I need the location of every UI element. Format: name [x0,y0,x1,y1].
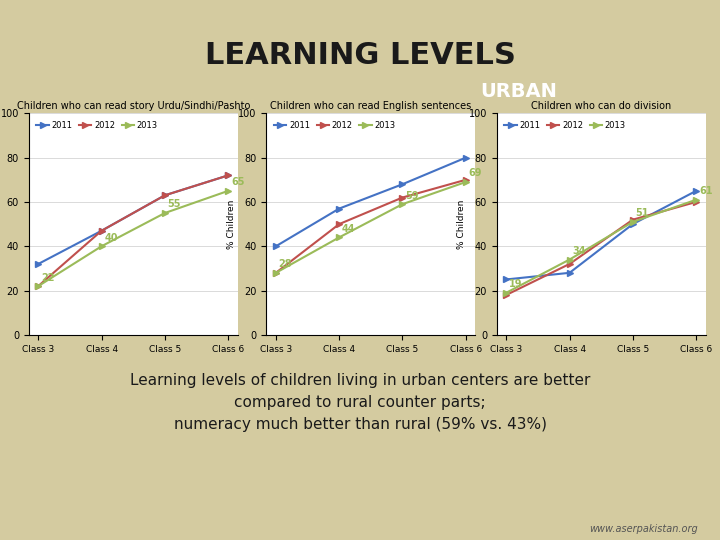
Text: 22: 22 [41,273,55,282]
Text: 44: 44 [342,224,356,234]
Text: LEARNING LEVELS: LEARNING LEVELS [204,40,516,70]
Y-axis label: % Children: % Children [457,199,466,249]
Legend: 2011, 2012, 2013: 2011, 2012, 2013 [501,118,629,133]
Text: 51: 51 [636,208,649,218]
Text: 55: 55 [168,199,181,210]
Legend: 2011, 2012, 2013: 2011, 2012, 2013 [33,118,161,133]
Title: Children who can read English sentences: Children who can read English sentences [270,101,472,111]
Text: 69: 69 [469,168,482,179]
Text: 34: 34 [572,246,586,256]
Legend: 2011, 2012, 2013: 2011, 2012, 2013 [271,118,399,133]
Text: 61: 61 [699,186,712,196]
Text: 59: 59 [405,191,419,201]
Text: 19: 19 [509,279,523,289]
Title: Children who can do division: Children who can do division [531,101,671,111]
Text: 65: 65 [231,177,244,187]
Text: 40: 40 [104,233,118,242]
Text: 28: 28 [279,259,292,269]
Title: Children who can read story Urdu/Sindhi/Pashto: Children who can read story Urdu/Sindhi/… [17,101,250,111]
Text: www.aserpakistan.org: www.aserpakistan.org [590,524,698,534]
Text: URBAN: URBAN [480,82,557,102]
Text: Learning levels of children living in urban centers are better
compared to rural: Learning levels of children living in ur… [130,373,590,432]
Y-axis label: % Children: % Children [227,199,235,249]
